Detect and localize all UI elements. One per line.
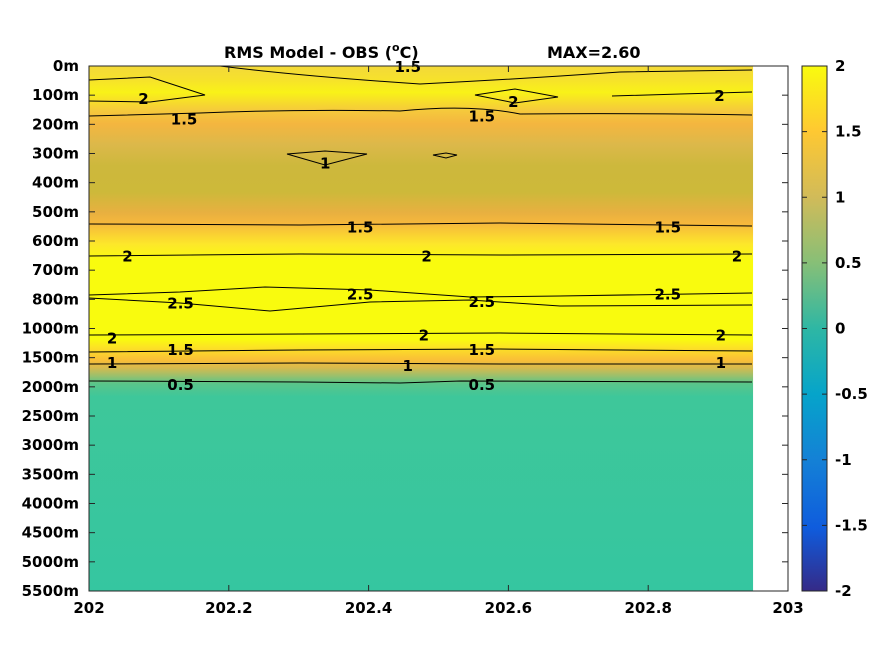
colorbar-tick-label: -0.5 (835, 385, 868, 403)
contour-label: 2 (107, 329, 117, 347)
contour-label-group: 1.5 2 2 2 1.5 1.5 1 1.5 1.5 2 2 2 2.5 2.5 2.5 2.5 2 2 2 1.5… (107, 58, 742, 394)
contour-line (286, 150, 368, 166)
contour-label: 1.5 (469, 341, 496, 359)
contour-line (88, 380, 753, 384)
contour-label: 1.5 (654, 218, 681, 236)
colorbar-tick-label: 0 (835, 320, 845, 338)
contour-line (611, 91, 753, 97)
contour-label: 2 (714, 87, 724, 105)
contour-label: 2 (138, 90, 148, 108)
contour-label: 2.5 (167, 294, 194, 312)
contour-label: 2.5 (347, 286, 374, 304)
chart-title: RMS Model - OBS (oC) (224, 41, 419, 62)
x-tick-label: 202.2 (205, 599, 252, 617)
contour-label: 0.5 (469, 376, 496, 394)
contour-line (88, 297, 753, 312)
x-tick-label: 202.8 (624, 599, 671, 617)
y-tick-label: 5000m (22, 553, 79, 571)
contour-label: 1.5 (394, 58, 421, 76)
contour-line (219, 65, 753, 85)
y-tick-label: 2000m (22, 378, 79, 396)
contour-label: 2 (421, 248, 431, 266)
contour-label: 1 (403, 357, 413, 375)
y-axis: 0m 100m 200m 300m 400m 500m 600m 700m 800m 1000m 1… (22, 57, 788, 600)
y-tick-label: 1500m (22, 349, 79, 367)
contour-label: 0.5 (167, 376, 194, 394)
colorbar-ticks: 2 1.5 1 0.5 0 -0.5 -1 -1.5 -2 (802, 57, 868, 600)
contour-line (88, 332, 753, 336)
colorbar-tick-label: -1.5 (835, 516, 868, 534)
y-tick-label: 400m (32, 174, 79, 192)
contour-line (88, 222, 753, 227)
contour-label: 1.5 (171, 111, 198, 129)
contour-label: 1 (107, 354, 117, 372)
contour-line (432, 152, 458, 159)
contour-label: 2.5 (654, 286, 681, 304)
y-tick-label: 500m (32, 203, 79, 221)
y-tick-label: 600m (32, 232, 79, 250)
x-axis: 202 202.2 202.4 202.6 202.8 203 (73, 66, 804, 617)
colorbar-tick-label: 1 (835, 188, 845, 206)
contour-label: 2 (419, 326, 429, 344)
y-tick-label: 1000m (22, 320, 79, 338)
plot-area: 1.5 2 2 2 1.5 1.5 1 1.5 1.5 2 2 2 2.5 2.5 2.5 2.5 2 2 2 1.5… (88, 58, 789, 592)
y-tick-label: 200m (32, 115, 79, 133)
x-tick-label: 202 (73, 599, 104, 617)
contour-label: 2.5 (469, 293, 496, 311)
contour-line (474, 88, 559, 104)
contour-line (88, 362, 752, 365)
colorbar-tick-label: 0.5 (835, 254, 862, 272)
contour-label: 2 (716, 326, 726, 344)
colorbar-tick-label: 1.5 (835, 123, 862, 141)
contour-line (88, 286, 753, 298)
y-tick-label: 5500m (22, 582, 79, 600)
contour-line (88, 76, 206, 103)
y-tick-label: 700m (32, 261, 79, 279)
contour-label: 1.5 (469, 108, 496, 126)
contour-line (88, 107, 753, 117)
y-tick-label: 4500m (22, 524, 79, 542)
y-tick-label: 800m (32, 290, 79, 308)
y-tick-label: 3500m (22, 465, 79, 483)
contour-label: 1 (320, 154, 330, 172)
colorbar: 2 1.5 1 0.5 0 -0.5 -1 -1.5 -2 (801, 57, 868, 600)
y-tick-label: 3000m (22, 436, 79, 454)
contour-line (88, 253, 753, 257)
x-tick-label: 202.4 (345, 599, 392, 617)
y-tick-label: 100m (32, 86, 79, 104)
y-tick-label: 0m (53, 57, 79, 75)
max-value-label: MAX=2.60 (547, 43, 641, 62)
contour-label: 1 (716, 354, 726, 372)
x-tick-label: 202.6 (485, 599, 532, 617)
colorbar-tick-label: 2 (835, 57, 845, 75)
contour-line (88, 348, 753, 353)
y-tick-label: 300m (32, 145, 79, 163)
colorbar-tick-label: -2 (835, 582, 852, 600)
y-tick-label: 4000m (22, 495, 79, 513)
rms-field (89, 66, 754, 591)
colorbar-tick-label: -1 (835, 451, 852, 469)
contour-label: 2 (732, 248, 742, 266)
x-tick-label: 203 (772, 599, 803, 617)
contour-label: 2 (122, 248, 132, 266)
contour-lines (88, 65, 753, 384)
contour-label: 1.5 (347, 218, 374, 236)
contour-label: 1.5 (167, 341, 194, 359)
contour-label: 2 (508, 93, 518, 111)
y-tick-label: 2500m (22, 407, 79, 425)
